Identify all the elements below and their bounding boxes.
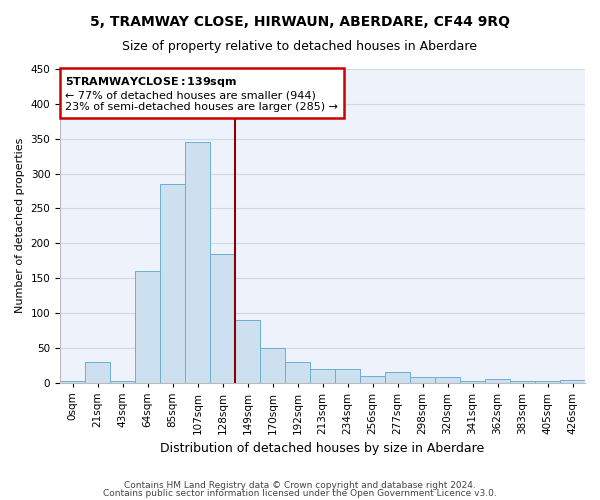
Bar: [410, 377, 435, 382]
Bar: [360, 376, 385, 382]
Bar: [185, 142, 210, 382]
X-axis label: Distribution of detached houses by size in Aberdare: Distribution of detached houses by size …: [160, 442, 485, 455]
Bar: [260, 348, 285, 382]
Bar: [285, 362, 310, 382]
Bar: [60, 381, 85, 382]
Bar: [560, 380, 585, 382]
Bar: [535, 381, 560, 382]
Text: Contains public sector information licensed under the Open Government Licence v3: Contains public sector information licen…: [103, 489, 497, 498]
Text: $\bf{5 TRAMWAY CLOSE: 139sqm}$
← 77% of detached houses are smaller (944)
23% of: $\bf{5 TRAMWAY CLOSE: 139sqm}$ ← 77% of …: [65, 76, 338, 112]
Bar: [485, 379, 510, 382]
Bar: [110, 381, 135, 382]
Bar: [335, 368, 360, 382]
Bar: [85, 362, 110, 382]
Bar: [235, 320, 260, 382]
Bar: [210, 254, 235, 382]
Text: Size of property relative to detached houses in Aberdare: Size of property relative to detached ho…: [122, 40, 478, 53]
Text: 5, TRAMWAY CLOSE, HIRWAUN, ABERDARE, CF44 9RQ: 5, TRAMWAY CLOSE, HIRWAUN, ABERDARE, CF4…: [90, 15, 510, 29]
Bar: [310, 368, 335, 382]
Bar: [385, 372, 410, 382]
Y-axis label: Number of detached properties: Number of detached properties: [15, 138, 25, 314]
Bar: [460, 381, 485, 382]
Bar: [135, 271, 160, 382]
Text: Contains HM Land Registry data © Crown copyright and database right 2024.: Contains HM Land Registry data © Crown c…: [124, 480, 476, 490]
Bar: [510, 381, 535, 382]
Bar: [160, 184, 185, 382]
Bar: [435, 377, 460, 382]
